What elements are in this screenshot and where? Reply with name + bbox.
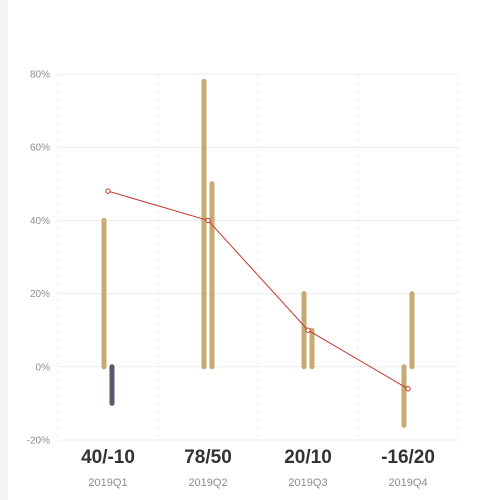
page-left-strip [0,0,8,500]
category-label: 2019Q1 [88,477,127,489]
line-point [305,327,311,333]
line-point [205,217,211,224]
category-headline: -16/20 [381,447,435,468]
bars [101,78,415,428]
line-point [405,386,411,392]
category-label: 2019Q2 [188,477,227,489]
grid-lines [57,73,459,441]
category-label: 2019Q3 [288,477,327,489]
category-headline: 78/50 [184,447,232,468]
category-headline: 40/-10 [81,447,135,468]
line-point [105,188,111,194]
y-tick-label: 0% [36,362,51,373]
category-headline: 20/10 [284,447,332,468]
y-tick-label: 80% [30,70,50,81]
x-axis-labels: 40/-10 2019Q1 78/50 2019Q2 20/10 2019Q3 -16/20… [81,447,435,489]
y-tick-label: -20% [27,436,50,447]
y-axis-ticks: 80% 60% 40% 20% 0% -20% [27,70,50,447]
y-tick-label: 60% [30,143,50,154]
category-label: 2019Q4 [388,477,427,489]
line-path [107,190,409,390]
line-series [105,188,411,392]
y-tick-label: 20% [30,289,50,300]
y-tick-label: 40% [30,216,50,227]
